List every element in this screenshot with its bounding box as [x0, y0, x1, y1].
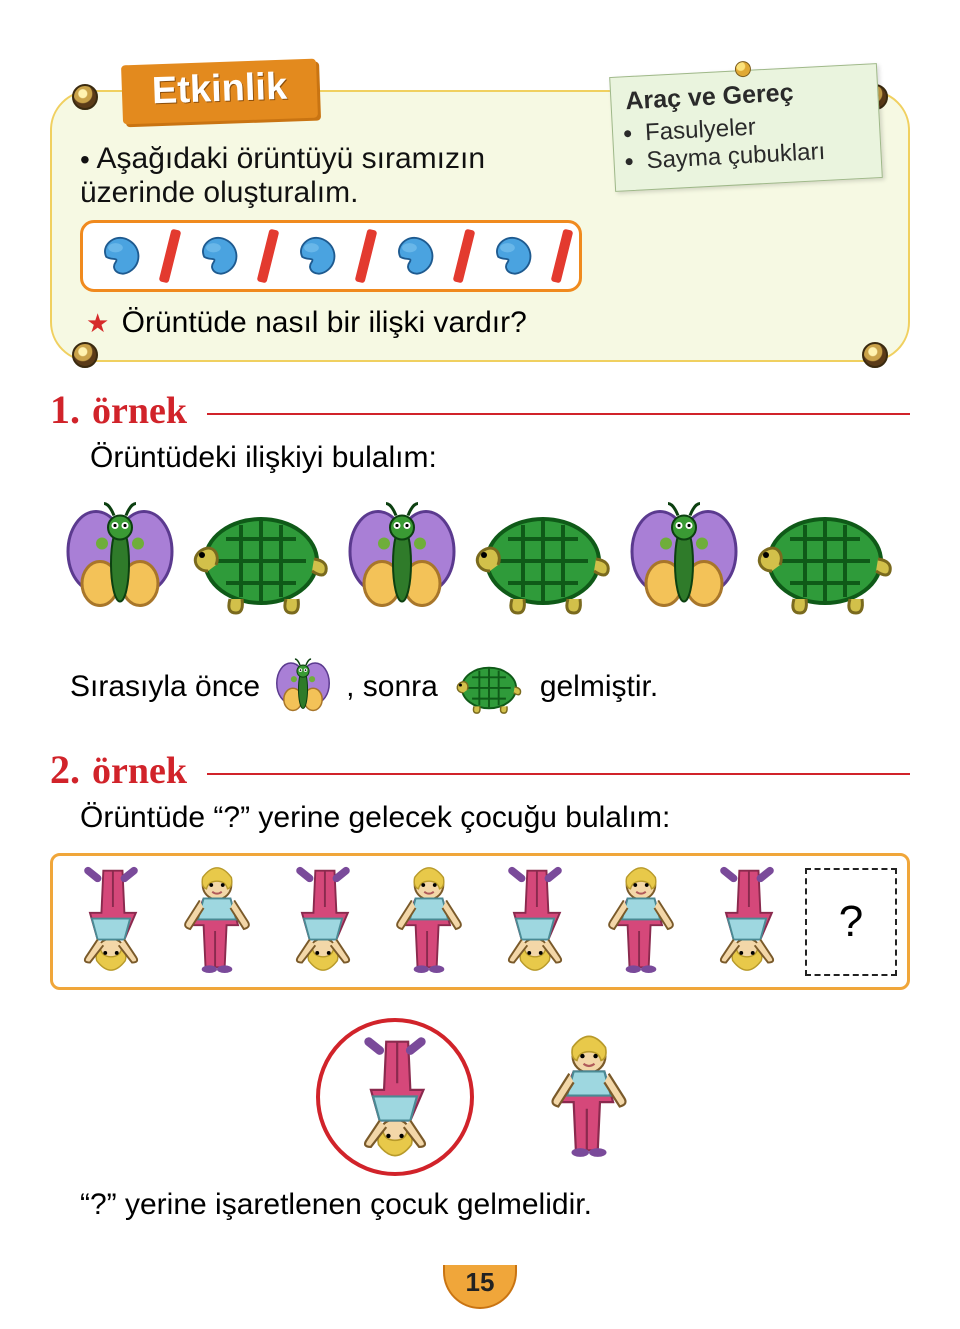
answer-options [50, 1018, 910, 1176]
counting-stick-icon [453, 229, 476, 284]
materials-sticky-note: Araç ve Gereç Fasulyeler Sayma çubukları [609, 63, 883, 192]
activity-banner: Etkinlik [121, 59, 318, 125]
child-upside-icon [340, 1034, 450, 1160]
butterfly-turtle-pattern [50, 499, 910, 624]
example-2-heading: 2. örnek [50, 746, 910, 793]
star-icon: ★ [86, 308, 109, 338]
turtle-icon [186, 499, 336, 624]
activity-box: Etkinlik Araç ve Gereç Fasulyeler Sayma … [50, 90, 910, 362]
heading-rule [207, 773, 910, 775]
butterfly-icon [268, 658, 338, 716]
counting-stick-icon [355, 229, 378, 284]
bean-icon [193, 233, 245, 279]
example-1-body: Örüntüdeki ilişkiyi bulalım: [90, 441, 910, 475]
sentence-part: , sonra [346, 670, 438, 704]
child-standing-icon [534, 1032, 644, 1158]
activity-instruction-text: Aşağıdaki örüntüyü sıramızın üzerinde ol… [80, 142, 485, 209]
activity-question-text: Örüntüde nasıl bir ilişki vardır? [122, 306, 527, 339]
child-upside-icon [699, 864, 795, 979]
turtle-icon [446, 658, 532, 716]
bean-icon [389, 233, 441, 279]
circled-answer [316, 1018, 474, 1176]
bean-stick-pattern [80, 220, 582, 292]
child-standing-icon [169, 864, 265, 979]
pin-icon [735, 61, 752, 78]
answer-option [534, 1032, 644, 1163]
rope-ring [862, 342, 888, 368]
example-1-heading: 1. örnek [50, 386, 910, 433]
sentence-part: Sırasıyla önce [70, 670, 260, 704]
counting-stick-icon [257, 229, 280, 284]
butterfly-icon [60, 499, 180, 624]
example-2-body: Örüntüde “?” yerine gelecek çocuğu bulal… [80, 801, 910, 835]
bean-icon [487, 233, 539, 279]
example-number: 2. [50, 746, 80, 793]
child-upside-icon [275, 864, 371, 979]
activity-question: ★ Örüntüde nasıl bir ilişki vardır? [86, 306, 880, 340]
children-pattern-box: ? [50, 853, 910, 990]
heading-rule [207, 413, 910, 415]
child-standing-icon [381, 864, 477, 979]
rope-ring [72, 84, 98, 110]
bean-icon [95, 233, 147, 279]
page-number: 15 [443, 1265, 517, 1309]
child-standing-icon [593, 864, 689, 979]
example-word: örnek [92, 389, 187, 433]
example-number: 1. [50, 386, 80, 433]
example-word: örnek [92, 749, 187, 793]
bean-icon [291, 233, 343, 279]
example-2-answer-text: “?” yerine işaretlenen çocuk gelmelidir. [80, 1188, 910, 1222]
butterfly-icon [624, 499, 744, 624]
sentence-part: gelmiştir. [540, 670, 658, 704]
counting-stick-icon [159, 229, 182, 284]
counting-stick-icon [551, 229, 574, 284]
turtle-icon [468, 499, 618, 624]
rope-ring [72, 342, 98, 368]
activity-instruction: • Aşağıdaki örüntüyü sıramızın üzerinde … [80, 142, 590, 210]
sticky-list: Fasulyeler Sayma çubukları [626, 108, 867, 176]
bullet-icon: • [80, 144, 90, 175]
example-1-sentence: Sırasıyla önce , sonra gelmiştir. [70, 658, 910, 716]
question-slot: ? [805, 868, 897, 976]
butterfly-icon [342, 499, 462, 624]
turtle-icon [750, 499, 900, 624]
child-upside-icon [487, 864, 583, 979]
child-upside-icon [63, 864, 159, 979]
